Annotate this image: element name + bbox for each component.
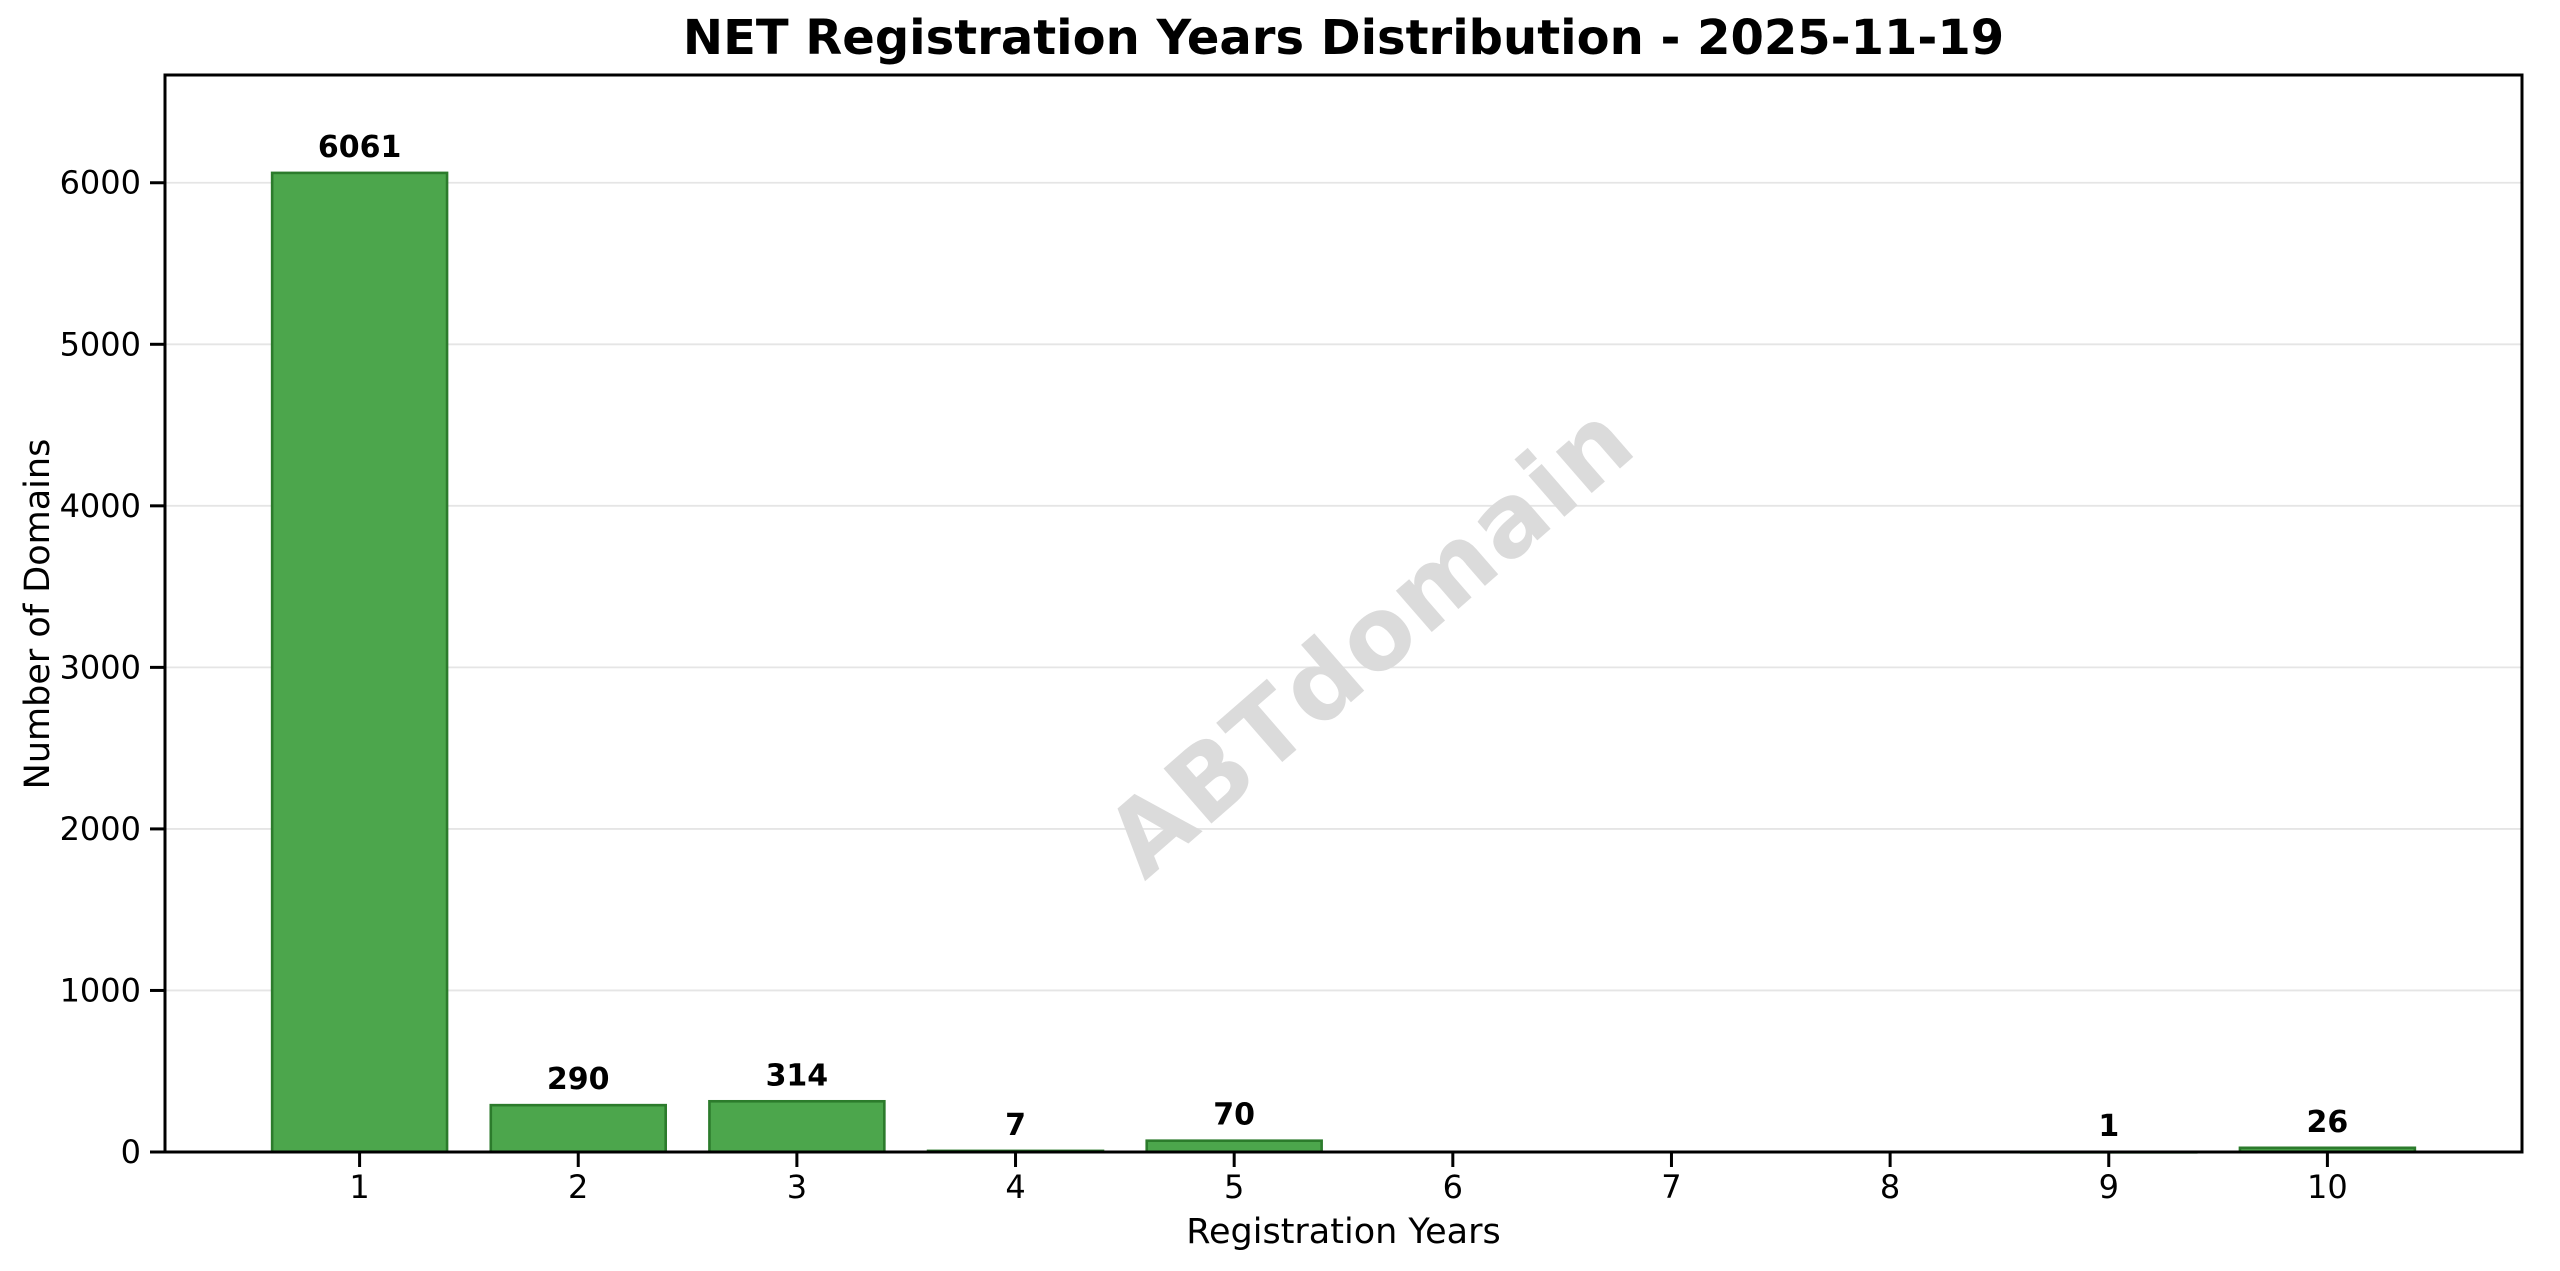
y-tick-label: 1000 [60, 971, 141, 1009]
y-tick-label: 6000 [60, 164, 141, 202]
bar-year-1 [270, 171, 449, 1154]
bar-value-label: 314 [766, 1058, 829, 1093]
x-tick-label: 2 [568, 1168, 588, 1206]
x-tick-label: 8 [1880, 1168, 1900, 1206]
bar-year-5 [1145, 1139, 1323, 1154]
x-tick-label: 1 [349, 1168, 369, 1206]
bar-year-2 [489, 1103, 667, 1154]
x-axis-title: Registration Years [1186, 1212, 1501, 1252]
bar-value-label: 26 [2307, 1105, 2349, 1140]
x-tick-label: 7 [1661, 1168, 1681, 1206]
x-tick-label: 6 [1443, 1168, 1463, 1206]
y-tick-label: 0 [121, 1133, 141, 1171]
y-tick-label: 2000 [60, 810, 141, 848]
bar-value-label: 7 [1005, 1108, 1026, 1143]
x-tick-label: 10 [2307, 1168, 2348, 1206]
bar-value-label: 6061 [318, 130, 402, 165]
y-tick-label: 5000 [60, 325, 141, 363]
x-tick-label: 3 [787, 1168, 807, 1206]
bar-year-3 [708, 1099, 886, 1154]
x-tick-label: 9 [2099, 1168, 2119, 1206]
y-axis-title: Number of Domains [18, 438, 58, 790]
plot-box-spines [163, 73, 2524, 1154]
y-tick-label: 4000 [60, 487, 141, 525]
x-tick-label: 4 [1005, 1168, 1025, 1206]
bar-value-label: 70 [1213, 1098, 1255, 1133]
bar-value-label: 290 [547, 1062, 610, 1097]
chart-title: NET Registration Years Distribution - 20… [682, 10, 2005, 66]
bar-value-label: 1 [2098, 1109, 2119, 1144]
y-tick-label: 3000 [60, 648, 141, 686]
x-tick-label: 5 [1224, 1168, 1244, 1206]
